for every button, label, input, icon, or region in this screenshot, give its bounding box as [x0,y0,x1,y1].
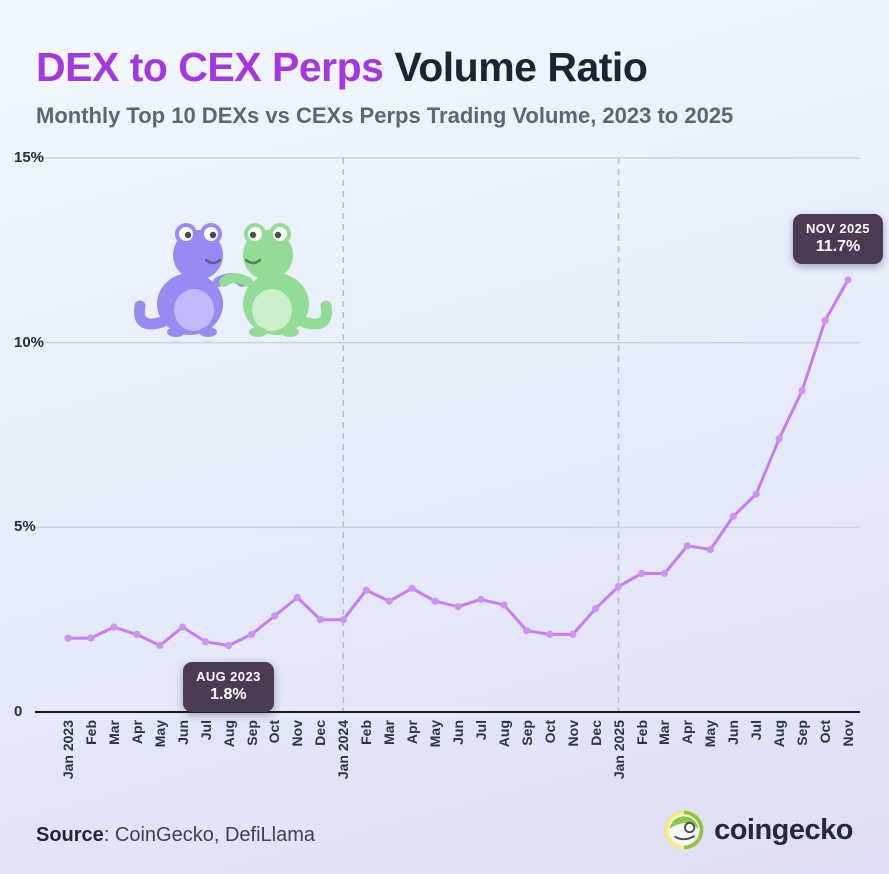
y-axis-tick-10pct: 10% [14,333,45,351]
annotation-label: NOV 2025 [806,220,870,236]
x-axis-tick-nov: Nov [289,720,306,747]
x-axis-tick-jul: Jul [197,720,214,741]
header: DEX to CEX Perps Volume Ratio Monthly Top… [36,44,733,129]
x-axis-tick-oct: Oct [817,720,834,744]
green-gecko-mascot [219,223,333,337]
source-attribution: Source: CoinGecko, DefiLlama [36,824,315,847]
x-axis-tick-jul: Jul [472,720,489,741]
x-axis-tick-apr: Apr [679,720,696,745]
x-axis-tick-jan-2023: Jan 2023 [60,720,76,780]
page-title: DEX to CEX Perps Volume Ratio [36,44,733,91]
source-text: : CoinGecko, DefiLlama [103,824,316,846]
x-axis-tick-apr: Apr [404,720,421,745]
annotation-aug-2023: AUG 2023 1.8% [183,661,274,712]
x-axis-tick-mar: Mar [656,720,673,745]
y-axis-tick-15pct: 15% [14,149,45,166]
title-accent: DEX to CEX Perps [36,44,384,90]
x-axis-tick-jan-2024: Jan 2024 [335,720,352,780]
x-axis-tick-sep: Sep [518,720,535,746]
x-axis-tick-feb: Feb [633,720,650,745]
annotation-value: 11.7% [815,237,861,255]
x-axis-tick-feb: Feb [358,720,375,745]
source-label: Source [36,824,104,846]
x-axis-tick-may: May [151,720,168,748]
title-rest: Volume Ratio [394,44,648,90]
x-axis-tick-dec: Dec [312,720,329,746]
x-axis-tick-jan-2025: Jan 2025 [610,720,627,780]
x-axis-tick-jun: Jun [174,720,191,745]
x-axis-tick-aug: Aug [771,720,788,748]
x-axis-tick-oct: Oct [541,720,558,744]
x-axis-tick-sep: Sep [794,720,811,746]
x-axis-tick-aug: Aug [220,720,237,748]
x-axis-tick-mar: Mar [105,720,122,745]
gecko-mascots-illustration [133,223,333,337]
x-axis-tick-feb: Feb [82,720,99,745]
x-axis-tick-may: May [427,720,444,748]
x-axis-tick-jun: Jun [725,720,742,745]
x-axis-tick-nov: Nov [564,720,581,747]
x-axis-tick-dec: Dec [587,720,604,746]
y-axis-tick-0: 0 [14,703,23,720]
x-axis-tick-aug: Aug [495,720,512,748]
x-axis-tick-jun: Jun [450,720,466,745]
purple-gecko-mascot [133,223,247,337]
annotation-value: 1.8% [210,685,247,703]
x-axis-tick-apr: Apr [128,720,145,745]
y-axis-tick-5pct: 5% [14,518,36,536]
annotation-label: AUG 2023 [196,668,261,684]
x-axis-tick-nov: Nov [840,720,856,747]
x-axis-tick-mar: Mar [381,720,398,745]
x-axis-tick-jul: Jul [748,720,765,741]
brand-name: coingecko [714,813,853,846]
x-axis-tick-oct: Oct [266,720,283,744]
annotation-nov-2025: NOV 2025 11.7% [793,213,883,264]
page-subtitle: Monthly Top 10 DEXs vs CEXs Perps Tradin… [36,103,734,128]
x-axis-tick-sep: Sep [243,720,260,746]
brand-lockup: coingecko [664,810,853,850]
coingecko-logo-icon [664,810,704,850]
x-axis-tick-may: May [702,720,719,748]
